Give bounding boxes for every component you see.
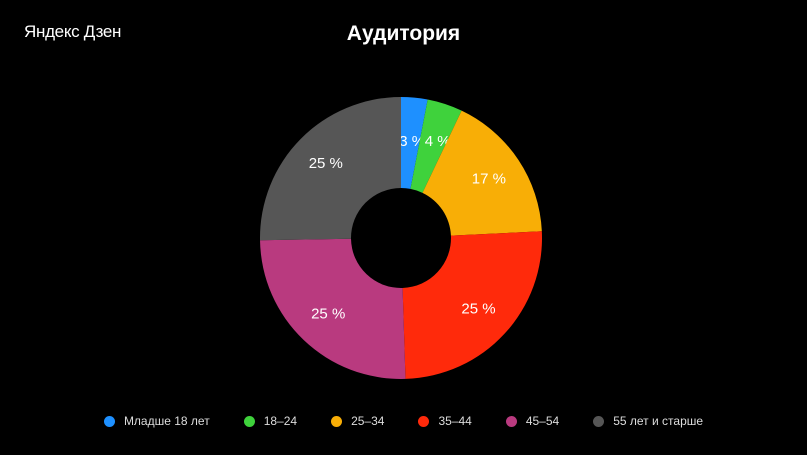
slice-label-0: 3 %: [399, 133, 425, 150]
legend-item-2: 25–34: [331, 414, 384, 428]
slice-label-4: 25 %: [311, 305, 345, 322]
slice-2: [422, 110, 542, 236]
legend-label-4: 45–54: [525, 414, 560, 428]
legend-item-3: 35–44: [418, 414, 472, 428]
chart-title: Аудитория: [346, 22, 461, 45]
legend-item-4: 45–54: [505, 414, 560, 428]
slice-label-1: 4 %: [425, 133, 451, 150]
legend-swatch-2: [331, 415, 343, 427]
chart-legend: Младше 18 лет 18–24 25–34 35–44 45–54 55 лет …: [0, 414, 807, 428]
yandex-zen-logo: Яндекс Дзен: [24, 22, 122, 41]
legend-label-3: 35–44: [438, 414, 472, 428]
legend-item-1: 18–24: [243, 414, 298, 428]
legend-swatch-5: [593, 415, 605, 427]
legend-swatch-3: [418, 415, 430, 427]
legend-label-1: 18–24: [263, 414, 298, 428]
legend-swatch-0: [103, 415, 115, 427]
legend-label-0: Младше 18 лет: [123, 414, 210, 428]
legend-item-5: 55 лет и старше: [593, 414, 703, 428]
slice-5: [260, 96, 401, 241]
legend-swatch-4: [505, 415, 517, 427]
legend-label-2: 25–34: [351, 414, 385, 428]
slice-label-5: 25 %: [309, 155, 343, 172]
slice-label-2: 17 %: [472, 171, 506, 188]
legend-item-0: Младше 18 лет: [103, 414, 210, 428]
slice-4: [260, 238, 406, 379]
slice-3: [402, 231, 542, 379]
legend-label-5: 55 лет и старше: [613, 414, 704, 428]
legend-swatch-1: [243, 415, 255, 427]
slice-0: [401, 97, 428, 189]
slice-1: [410, 99, 462, 193]
slice-label-3: 25 %: [461, 301, 495, 318]
